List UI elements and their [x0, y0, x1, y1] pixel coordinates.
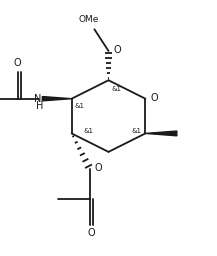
- Text: O: O: [87, 228, 95, 238]
- Text: O: O: [150, 93, 158, 103]
- Text: methoxy: methoxy: [92, 26, 99, 27]
- Text: O: O: [113, 45, 121, 55]
- Text: O: O: [13, 58, 21, 68]
- Text: O: O: [95, 163, 102, 173]
- Text: &1: &1: [75, 103, 85, 109]
- Text: N: N: [34, 94, 41, 104]
- Text: H: H: [36, 101, 44, 111]
- Polygon shape: [145, 131, 177, 136]
- Text: &1: &1: [112, 86, 122, 92]
- Polygon shape: [42, 97, 72, 101]
- Text: &1: &1: [84, 128, 94, 134]
- Text: OMe: OMe: [79, 16, 99, 25]
- Text: &1: &1: [131, 128, 141, 134]
